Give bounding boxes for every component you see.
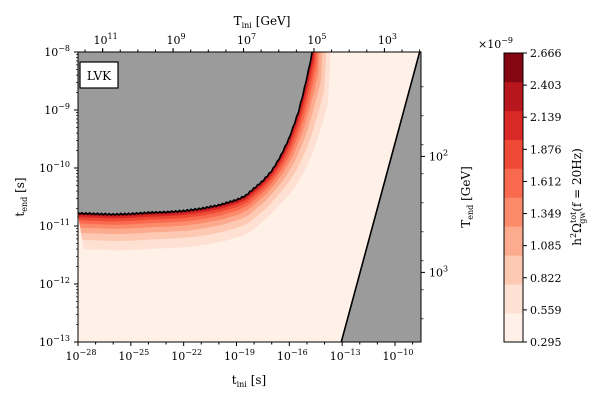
colorbar-tick-label-3: 1.085: [530, 240, 562, 253]
plot-frame: [77, 51, 422, 343]
y-tick-label-0: 10−13: [39, 334, 70, 349]
y-tick-label-2: 10−11: [39, 218, 70, 233]
lower-boundary-line: [340, 52, 421, 342]
colorbar-tick-label-8: 2.403: [530, 79, 562, 92]
x-tick-label-4: 10−16: [277, 348, 308, 363]
colorbar-tick-label-0: 0.295: [530, 336, 562, 349]
right-tick-label-0: 102: [429, 148, 448, 163]
colorbar-title: h2Ωtotgw(f = 20Hz): [569, 148, 587, 246]
colorbar-segment-1: [504, 284, 523, 314]
axis-ticks: 10−28 10−25 10−22 10−19 10−16 10−13 10−10 10−13…: [39, 32, 448, 363]
x-axis-label-top: Tini [GeV]: [234, 14, 291, 30]
colorbar-multiplier: ×10−9: [478, 36, 513, 51]
top-tick-label-3: 105: [307, 32, 326, 47]
colorbar-segment-4: [504, 197, 523, 227]
x-tick-label-2: 10−22: [171, 348, 202, 363]
colorbar-segment-5: [504, 168, 523, 198]
top-tick-label-2: 107: [237, 32, 256, 47]
x-tick-label-5: 10−13: [330, 348, 361, 363]
lvk-label: LVK: [87, 69, 112, 83]
y-axis-label-right: Tend [GeV]: [459, 166, 475, 228]
colorbar-tick-label-2: 0.822: [530, 272, 562, 285]
colorbar-segment-0: [504, 313, 523, 343]
colorbar-tick-label-9: 2.666: [530, 47, 562, 60]
y-tick-label-3: 10−10: [39, 160, 70, 175]
lvk-annotation: LVK: [79, 61, 119, 89]
y-axis-label-left: tend [s]: [13, 177, 29, 216]
excluded-region-upper: [78, 52, 313, 215]
y-tick-label-4: 10−9: [44, 102, 70, 117]
colorbar-tick-label-6: 1.876: [530, 143, 562, 156]
colorbar-tick-label-1: 0.559: [530, 304, 562, 317]
top-tick-label-4: 103: [378, 32, 397, 47]
colorbar-tick-label-5: 1.612: [530, 175, 562, 188]
colorbar-tick-label-4: 1.349: [530, 208, 562, 221]
colorbar-frame: [503, 52, 524, 343]
colorbar-segment-3: [504, 226, 523, 256]
top-tick-label-0: 1011: [94, 32, 118, 47]
colorbar-segment-6: [504, 139, 523, 169]
x-tick-label-6: 10−10: [383, 348, 414, 363]
upper-boundary-line: [78, 52, 313, 216]
right-tick-label-1: 103: [429, 264, 448, 279]
heatmap-layer: [78, 52, 421, 342]
y-tick-label-5: 10−8: [44, 44, 70, 59]
top-tick-label-1: 109: [167, 32, 186, 47]
x-tick-label-0: 10−28: [66, 348, 97, 363]
colorbar-segment-8: [504, 81, 523, 112]
x-tick-label-1: 10−25: [118, 348, 149, 363]
y-tick-label-1: 10−12: [39, 276, 70, 291]
colorbar-segment-7: [504, 110, 523, 140]
x-axis-label-bottom: tini [s]: [232, 373, 266, 389]
colorbar: 0.295 0.559 0.822 1.085 1.349 1.612 1.876 2.139…: [503, 47, 562, 349]
colorbar-tick-label-7: 2.139: [530, 111, 562, 124]
colorbar-segment-9: [504, 53, 523, 83]
x-tick-label-3: 10−19: [224, 348, 255, 363]
colorbar-segment-2: [504, 255, 523, 285]
